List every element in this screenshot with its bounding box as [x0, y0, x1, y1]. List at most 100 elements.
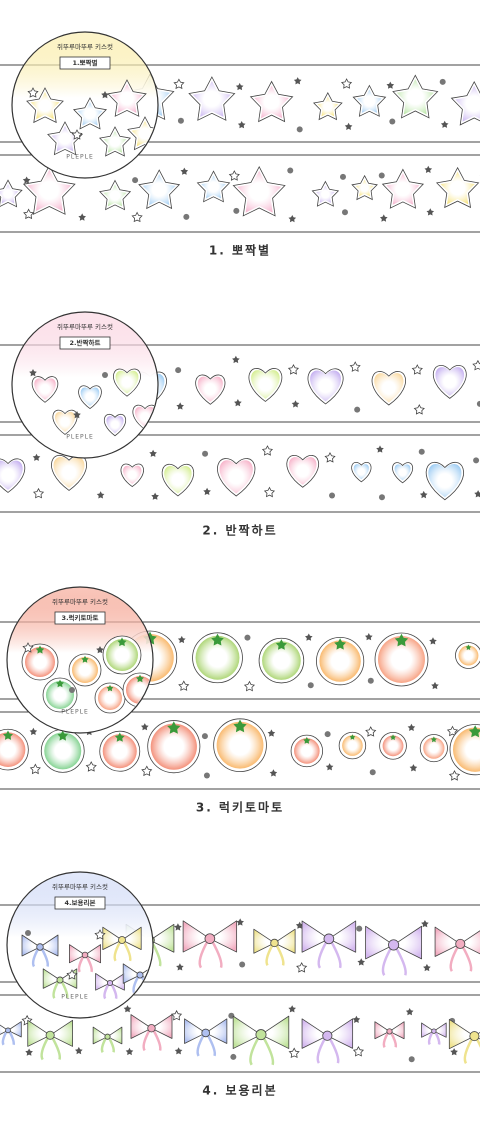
tomato-leaf [390, 734, 396, 740]
dot [183, 213, 190, 220]
dot [356, 925, 363, 932]
sticker [99, 730, 141, 772]
sticker [40, 728, 85, 773]
star [317, 96, 339, 117]
tomato-leaf [211, 633, 224, 646]
ribbon-tail [142, 1029, 162, 1052]
heart [251, 370, 280, 399]
sparkle [426, 208, 435, 216]
sticker [286, 454, 320, 488]
tomato [342, 735, 363, 756]
dot [439, 78, 446, 85]
sparkle [73, 411, 81, 419]
tomato-leaf [114, 732, 125, 742]
tomato-leaf [117, 637, 127, 647]
sticker [147, 720, 201, 774]
sticker [103, 413, 127, 437]
tomato-leaf [465, 644, 472, 650]
ribbon-knot [56, 976, 64, 984]
sticker-border [301, 1018, 354, 1049]
ribbon-knot [136, 971, 144, 979]
dot [201, 733, 208, 740]
dot [473, 457, 480, 464]
tape-section: 쥐뚜루마뚜루 키스컷 2.반짝하트 PLEPLE 2. 반짝하트 [0, 311, 480, 538]
sticker-border [130, 1014, 173, 1039]
sticker [421, 1022, 447, 1046]
caption: 2. 반짝하트 [202, 523, 277, 538]
dot [476, 400, 480, 407]
sticker [213, 718, 267, 772]
ribbon-knot [45, 1030, 55, 1040]
sparkle [450, 1048, 458, 1056]
tomato [102, 734, 137, 769]
heart [435, 367, 465, 396]
sticker [98, 179, 132, 211]
dot [244, 634, 251, 641]
ribbon-tail [316, 1037, 340, 1064]
sparkle [123, 1005, 132, 1013]
mini-star [173, 78, 185, 90]
sparkle [22, 176, 31, 184]
sticker [253, 928, 296, 967]
sticker [448, 1019, 480, 1065]
sparkle [176, 402, 184, 410]
sticker [98, 126, 132, 157]
sparkle [96, 491, 105, 499]
ribbon-tail [198, 940, 223, 969]
tomato [382, 735, 404, 757]
mini-star [228, 170, 240, 181]
sparkle [431, 681, 439, 690]
sticker [42, 677, 78, 713]
mini-star [29, 763, 41, 775]
mini-star [340, 78, 353, 89]
sticker-border [253, 928, 296, 954]
sticker [338, 731, 367, 760]
sparkle [352, 1015, 361, 1023]
ribbon-tail [113, 941, 132, 962]
tomato-leaf [303, 736, 311, 744]
star [237, 170, 282, 213]
heart [197, 376, 223, 402]
mini-star [296, 962, 308, 973]
ribbon-tail [427, 1032, 441, 1046]
ribbon-tail [449, 945, 473, 972]
ribbon-knot [81, 951, 89, 959]
sparkle [386, 81, 395, 89]
sticker [365, 925, 423, 976]
ribbon-knot [322, 1030, 333, 1041]
sticker-row [0, 164, 480, 223]
sticker [94, 682, 126, 714]
star [27, 169, 71, 211]
heart [219, 460, 253, 494]
tomato-leaf [468, 725, 480, 738]
sticker [381, 168, 425, 209]
tomato-leaf [275, 639, 287, 650]
dot [389, 118, 396, 125]
sticker [27, 1019, 73, 1061]
brand-name: 쥐뚜루마뚜루 키스컷 [57, 42, 113, 51]
ribbon-knot [388, 939, 400, 951]
mini-star [448, 770, 461, 781]
dot [69, 687, 75, 693]
ribbon-knot [455, 938, 466, 949]
mini-star [27, 87, 39, 98]
tomato [46, 681, 74, 709]
sticker [316, 637, 365, 686]
heart [106, 416, 124, 434]
sticker [184, 1018, 228, 1057]
tape-section: 쥐뚜루마뚜루 키스컷 1.뽀짝별 PLEPLE 1. 뽀짝별 [0, 31, 480, 258]
sparkle [149, 449, 157, 457]
sparkle [440, 120, 449, 128]
dot [418, 448, 425, 455]
ribbon-tail [52, 981, 69, 999]
sparkle [421, 920, 429, 928]
ribbon-tail [31, 948, 49, 968]
sticker [95, 973, 125, 1000]
ribbon-tail [381, 946, 407, 976]
zoom-stickers [29, 368, 157, 437]
sticker [0, 179, 23, 208]
ribbon-knot [255, 1029, 267, 1041]
tomato-leaf [394, 633, 409, 647]
heart [34, 378, 56, 400]
sticker [42, 968, 78, 999]
